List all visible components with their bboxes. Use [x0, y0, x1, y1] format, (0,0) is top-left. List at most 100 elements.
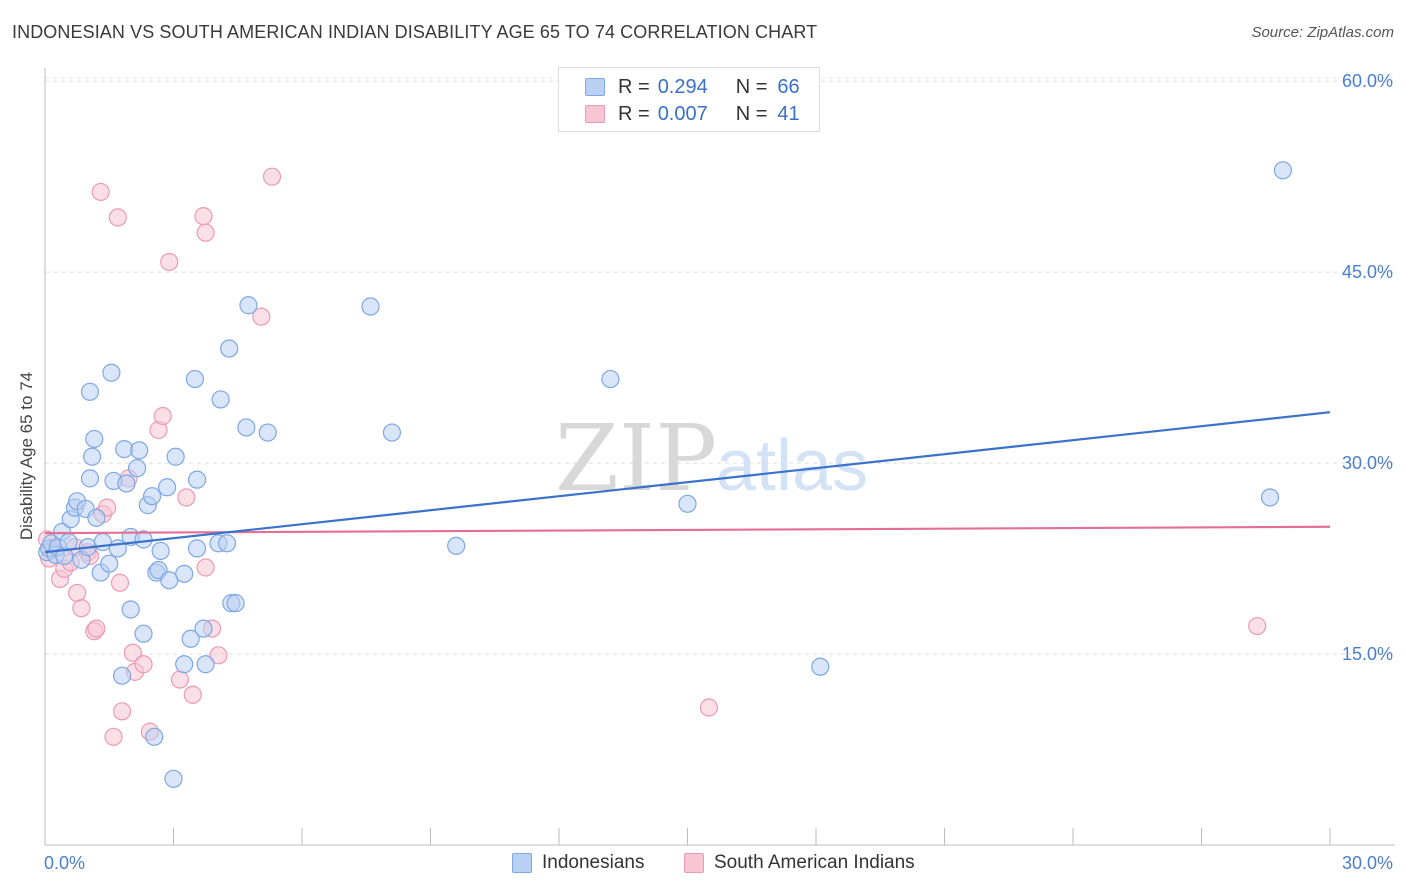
data-point-indonesians — [258, 423, 277, 442]
data-point-indonesians — [164, 769, 183, 788]
x-tick-label: 30.0% — [1342, 853, 1393, 873]
data-point-south-american-indians — [209, 646, 228, 665]
data-point-indonesians — [601, 369, 620, 389]
data-point-south-american-indians — [68, 583, 87, 603]
data-point-indonesians — [127, 459, 147, 478]
data-point-indonesians — [145, 727, 164, 746]
data-point-south-american-indians — [104, 727, 123, 746]
legend-swatch-indonesians — [512, 853, 532, 873]
data-point-south-american-indians — [153, 406, 172, 426]
data-point-indonesians — [194, 619, 213, 638]
data-point-south-american-indians — [72, 599, 91, 618]
data-point-indonesians — [80, 469, 100, 488]
data-point-south-american-indians — [110, 573, 130, 592]
data-point-south-american-indians — [123, 643, 142, 662]
y-axis-label: Disability Age 65 to 74 — [17, 372, 36, 540]
data-point-indonesians — [102, 363, 121, 382]
data-point-indonesians — [85, 429, 104, 449]
data-point-indonesians — [447, 536, 466, 555]
series-legend: Indonesians South American Indians — [0, 852, 1406, 876]
legend-r-label: R = — [618, 75, 650, 98]
legend-row-indonesians: R = 0.294 N = 66 — [559, 73, 800, 101]
data-point-indonesians — [185, 369, 205, 389]
data-point-indonesians — [166, 447, 185, 466]
data-point-indonesians — [1260, 488, 1280, 507]
y-tick-label: 60.0% — [1342, 71, 1393, 91]
source-label: Source: ZipAtlas.com — [1251, 24, 1394, 41]
data-point-indonesians — [112, 666, 132, 685]
y-tick-label: 30.0% — [1342, 453, 1393, 473]
legend-n-value: 41 — [777, 102, 800, 125]
data-point-indonesians — [115, 439, 134, 459]
data-point-indonesians — [382, 423, 402, 442]
legend-swatch-blue — [585, 78, 605, 96]
legend-item-indonesians[interactable]: Indonesians — [512, 852, 644, 874]
data-point-south-american-indians — [183, 685, 202, 704]
watermark: ZIP atlas — [555, 405, 868, 512]
data-point-south-american-indians — [699, 698, 719, 717]
legend-n-value: 66 — [777, 75, 800, 98]
data-point-indonesians — [100, 554, 119, 573]
data-point-indonesians — [196, 655, 215, 674]
legend-swatch-pink — [585, 105, 605, 123]
x-tick-label: 0.0% — [44, 853, 85, 873]
legend-n-label: N = — [735, 102, 768, 125]
data-point-indonesians — [181, 629, 200, 648]
legend-r-label: R = — [618, 102, 650, 125]
data-point-indonesians — [239, 296, 258, 315]
data-point-indonesians — [157, 478, 177, 497]
data-point-south-american-indians — [252, 307, 271, 326]
data-point-south-american-indians — [134, 655, 153, 674]
data-point-indonesians — [811, 657, 830, 676]
data-point-indonesians — [121, 600, 140, 619]
data-point-south-american-indians — [108, 208, 127, 227]
data-point-south-american-indians — [1248, 616, 1267, 636]
tick-labels: 15.0% 30.0% 45.0% 60.0% 0.0% 30.0% — [44, 71, 1393, 873]
legend-swatch-south-american-indians — [684, 853, 704, 873]
legend-row-south-american-indians: R = 0.007 N = 41 — [559, 100, 800, 128]
legend-label-south-american-indians: South American Indians — [714, 852, 915, 873]
legend-r-value: 0.007 — [657, 102, 708, 125]
data-point-indonesians — [1273, 161, 1292, 180]
data-point-indonesians — [237, 418, 256, 437]
data-point-indonesians — [142, 487, 162, 506]
data-point-indonesians — [187, 539, 207, 558]
data-point-south-american-indians — [196, 558, 215, 577]
data-point-indonesians — [175, 655, 194, 674]
trendline-indonesians — [44, 411, 1331, 554]
data-point-indonesians — [130, 441, 149, 460]
legend-r-value: 0.294 — [657, 75, 708, 98]
correlation-legend: R = 0.294 N = 66 R = 0.007 N = 41 — [558, 67, 820, 132]
y-tick-label: 15.0% — [1342, 644, 1393, 664]
data-point-south-american-indians — [87, 619, 106, 638]
data-point-indonesians — [678, 494, 697, 513]
chart-title: INDONESIAN VS SOUTH AMERICAN INDIAN DISA… — [12, 22, 818, 42]
legend-n-label: N = — [735, 75, 768, 98]
data-point-indonesians — [134, 624, 153, 643]
data-point-south-american-indians — [194, 207, 213, 226]
grid-lines — [45, 77, 1395, 655]
data-point-south-american-indians — [196, 223, 215, 242]
data-point-indonesians — [87, 508, 106, 527]
data-point-south-american-indians — [177, 488, 196, 507]
data-point-indonesians — [187, 470, 207, 489]
data-point-south-american-indians — [262, 167, 282, 186]
data-point-south-american-indians — [112, 702, 132, 721]
series-indonesians — [38, 161, 1292, 788]
data-point-indonesians — [220, 339, 239, 358]
data-point-indonesians — [175, 564, 194, 583]
legend-item-south-american-indians[interactable]: South American Indians — [684, 852, 915, 874]
y-tick-label: 45.0% — [1342, 262, 1393, 282]
axes — [44, 68, 1395, 846]
data-point-indonesians — [83, 447, 102, 466]
data-point-indonesians — [217, 534, 237, 553]
data-point-south-american-indians — [160, 252, 179, 272]
data-point-south-american-indians — [91, 182, 110, 202]
data-point-indonesians — [117, 474, 136, 493]
data-point-indonesians — [80, 382, 100, 401]
data-point-indonesians — [211, 390, 230, 409]
legend-label-indonesians: Indonesians — [542, 852, 645, 873]
data-point-indonesians — [151, 541, 170, 561]
data-point-indonesians — [226, 594, 245, 613]
